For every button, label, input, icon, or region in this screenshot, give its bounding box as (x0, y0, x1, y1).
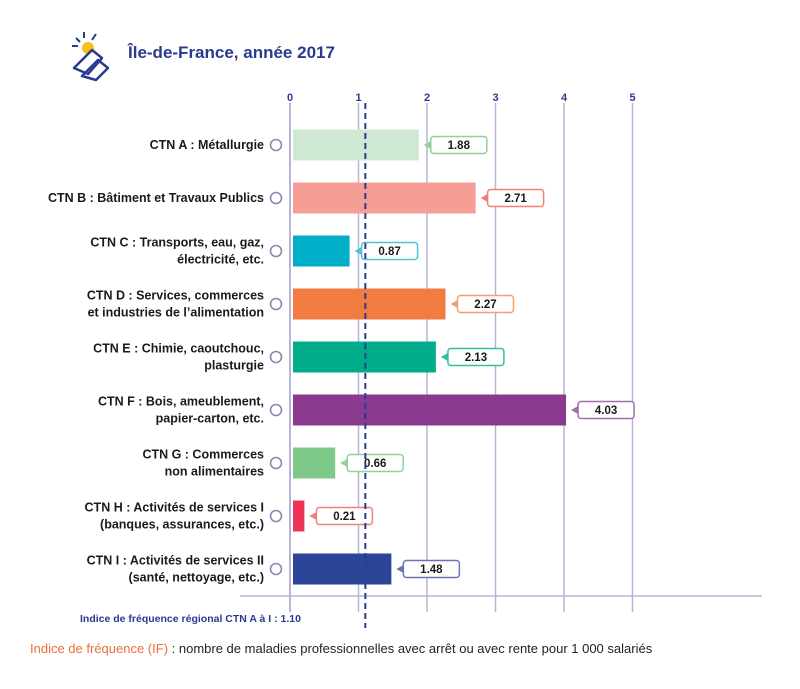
category-label: CTN H : Activités de services I (85, 501, 264, 515)
row-marker-circle (269, 403, 283, 417)
category-label: (banques, assurances, etc.) (100, 518, 264, 532)
category-label: électricité, etc. (177, 253, 264, 267)
chart-title: Île-de-France, année 2017 (127, 43, 335, 62)
bar (293, 182, 476, 214)
bars: 1.88 2.71 0.87 2.27 2.13 4.03 0.66 0.21 1.48 (293, 129, 635, 585)
category-label: CTN A : Métallurgie (150, 138, 264, 152)
bar (293, 500, 305, 532)
value-label: 0.21 (333, 511, 356, 523)
category-label: plasturgie (204, 359, 264, 373)
value-label-pointer (309, 512, 317, 520)
x-tick-label: 2 (424, 92, 430, 104)
value-label-pointer (340, 459, 348, 467)
gloves-hazard-icon (72, 32, 110, 82)
category-label: papier-carton, etc. (156, 412, 264, 426)
bar (293, 288, 446, 320)
value-label-pointer (423, 141, 431, 149)
category-label: CTN E : Chimie, caoutchouc, (93, 342, 264, 356)
row-marker-circle (269, 297, 283, 311)
value-label: 0.66 (364, 458, 386, 470)
row-marker-circle (269, 562, 283, 576)
row-marker-circle (269, 138, 283, 152)
value-label-pointer (571, 406, 579, 414)
category-labels: CTN A : Métallurgie CTN B : Bâtiment et T… (48, 138, 283, 585)
category-label: CTN F : Bois, ameublement, (98, 395, 264, 409)
bar (293, 129, 419, 161)
footnote-term: Indice de fréquence (IF) (30, 641, 169, 656)
row-marker-circle (269, 350, 283, 364)
value-label-pointer (396, 565, 404, 573)
x-tick-label: 4 (561, 92, 568, 104)
reference-label: Indice de fréquence régional CTN A à I :… (80, 613, 301, 625)
category-label: CTN C : Transports, eau, gaz, (90, 236, 264, 250)
category-label: et industries de l’alimentation (88, 306, 264, 320)
bar (293, 235, 350, 267)
row-marker-circle (269, 244, 283, 258)
category-label: CTN I : Activités de services II (87, 554, 264, 568)
footnote-definition: : nombre de maladies professionnelles av… (168, 641, 653, 656)
x-tick-label: 5 (629, 92, 635, 104)
category-label: CTN G : Commerces (142, 448, 264, 462)
value-label: 1.88 (448, 140, 471, 152)
value-label: 2.27 (474, 299, 496, 311)
bar (293, 553, 392, 585)
bar (293, 394, 567, 426)
category-label: CTN D : Services, commerces (87, 289, 264, 303)
x-tick-label: 3 (492, 92, 498, 104)
x-tick-label: 1 (355, 92, 361, 104)
value-label-pointer (440, 353, 448, 361)
value-label-pointer (354, 247, 362, 255)
row-marker-circle (269, 509, 283, 523)
value-label-pointer (450, 300, 458, 308)
value-label: 2.71 (504, 193, 527, 205)
x-tick-label: 0 (287, 92, 293, 104)
category-label: CTN B : Bâtiment et Travaux Publics (48, 191, 264, 205)
bar (293, 447, 336, 479)
value-label: 4.03 (595, 405, 617, 417)
category-label: non alimentaires (165, 465, 264, 479)
value-label: 1.48 (420, 564, 443, 576)
row-marker-circle (269, 191, 283, 205)
value-label: 0.87 (378, 246, 400, 258)
footnote: Indice de fréquence (IF) : nombre de mal… (30, 641, 652, 656)
value-label: 2.13 (465, 352, 487, 364)
value-label-pointer (480, 194, 488, 202)
category-label: (santé, nettoyage, etc.) (129, 571, 264, 585)
row-marker-circle (269, 456, 283, 470)
